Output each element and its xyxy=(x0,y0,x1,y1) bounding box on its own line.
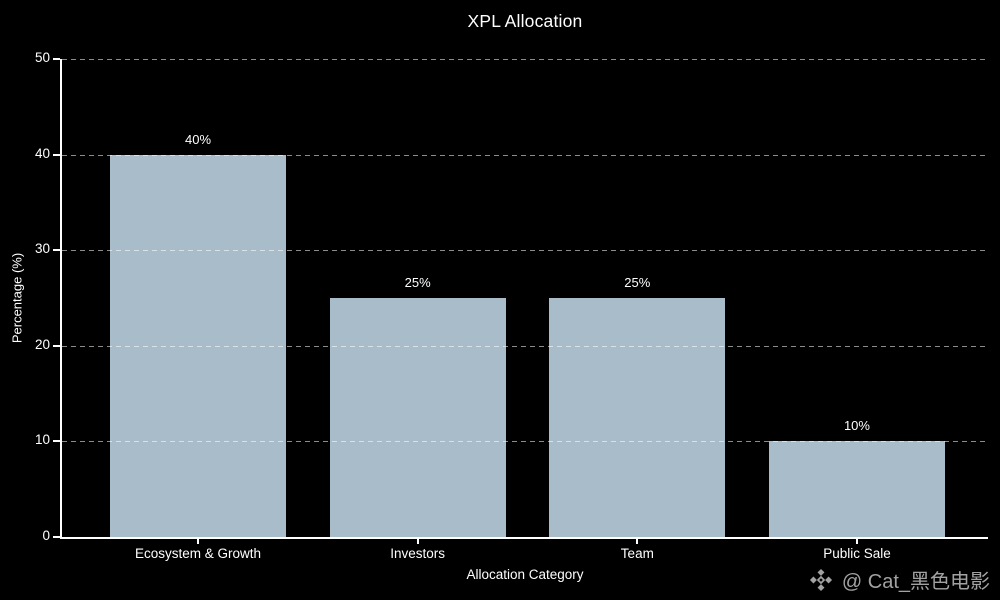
chart-title: XPL Allocation xyxy=(467,11,583,31)
y-tick-mark xyxy=(53,153,60,156)
x-tick-label: Public Sale xyxy=(823,546,891,561)
bar-investors xyxy=(329,298,506,537)
y-tick-label: 20 xyxy=(34,336,50,352)
y-tick-label: 0 xyxy=(42,528,50,543)
binance-diamond-icon xyxy=(809,568,832,591)
bar-value-label: 25% xyxy=(624,275,651,290)
y-axis-label: Percentage (%) xyxy=(9,252,25,344)
x-tick-label: Ecosystem & Growth xyxy=(134,546,262,561)
gridline-y-30 xyxy=(62,250,988,252)
y-tick-mark xyxy=(53,249,60,252)
gridline-y-50 xyxy=(62,59,988,60)
x-tick-mark xyxy=(416,539,419,544)
y-tick-mark xyxy=(53,344,60,347)
gridline-y-40 xyxy=(62,154,988,156)
x-tick-mark xyxy=(636,539,639,544)
x-tick-label: Investors xyxy=(390,546,446,561)
x-axis-label: Allocation Category xyxy=(466,567,584,582)
y-tick-mark xyxy=(53,440,60,443)
bar-value-label: 40% xyxy=(185,131,212,147)
x-axis-spine xyxy=(60,537,988,539)
bar-value-label: 10% xyxy=(843,418,870,434)
y-tick-mark xyxy=(53,58,60,60)
watermark-text: @ Cat_黑色电影 xyxy=(841,571,990,593)
bar-public-sale xyxy=(769,441,945,537)
watermark: @ Cat_黑色电影 xyxy=(808,565,990,594)
y-tick-label: 50 xyxy=(34,50,50,65)
y-tick-label: 10 xyxy=(34,432,50,448)
gridline-y-10 xyxy=(62,441,988,443)
x-tick-mark xyxy=(197,539,200,544)
y-axis-spine xyxy=(60,59,62,539)
x-tick-mark xyxy=(855,539,858,544)
gridline-y-20 xyxy=(62,345,988,347)
plot-area: 40% 25% 25% 10% xyxy=(62,59,988,537)
y-tick-mark xyxy=(53,536,60,538)
y-tick-label: 40 xyxy=(34,145,50,161)
x-tick-label: Team xyxy=(620,546,654,561)
y-tick-label: 30 xyxy=(34,241,50,257)
bar-team xyxy=(549,298,726,537)
bar-value-label: 25% xyxy=(404,275,431,290)
